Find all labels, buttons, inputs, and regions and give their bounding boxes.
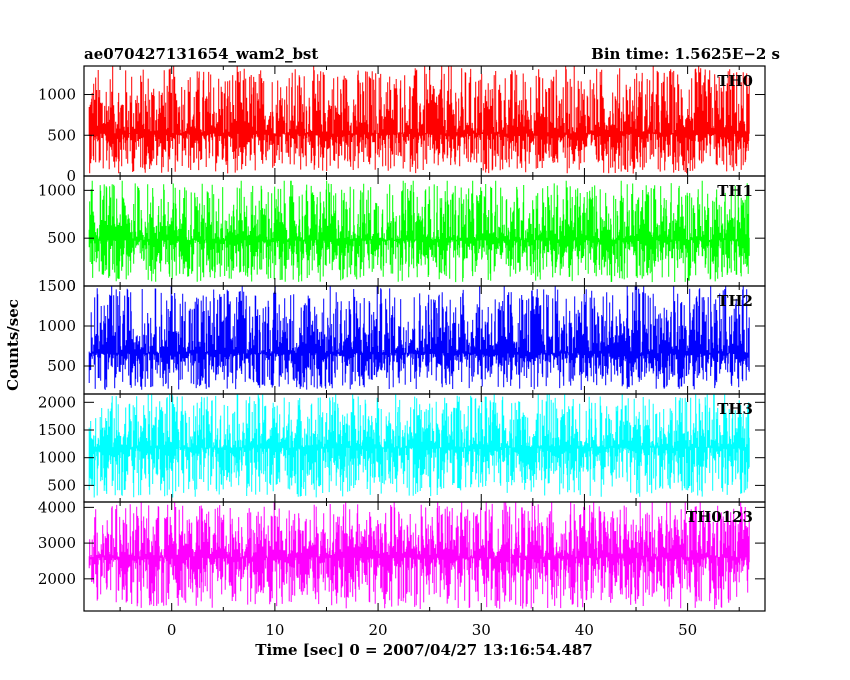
- panel-th0123: 2000 3000 4000 TH0123: [38, 498, 766, 612]
- series-th3: [88, 394, 750, 498]
- y-tick-label: 2000: [38, 570, 76, 588]
- series-th0: [88, 66, 750, 174]
- panel-th1: 0 500 1000 TH1: [38, 175, 766, 295]
- series-name: TH3: [717, 400, 753, 418]
- y-tick-label: 0: [66, 277, 76, 295]
- x-tick-label: 10: [265, 621, 284, 639]
- series-name: TH0123: [686, 508, 753, 526]
- y-tick-label: 1000: [38, 449, 76, 467]
- x-tick-label: 50: [678, 621, 697, 639]
- series-name: TH1: [717, 182, 753, 200]
- series-th2: [88, 286, 750, 390]
- series-th0123: [88, 502, 750, 610]
- y-tick-label: 500: [47, 229, 76, 247]
- y-tick-label: 3000: [38, 534, 76, 552]
- y-axis-label: Counts/sec: [4, 299, 22, 391]
- series-name: TH0: [717, 72, 753, 90]
- series-name: TH2: [717, 292, 753, 310]
- panel-th3: 500 1000 1500 2000 TH3: [38, 393, 766, 503]
- x-axis-label: Time [sec] 0 = 2007/04/27 13:16:54.487: [255, 641, 592, 659]
- y-tick-label: 500: [47, 357, 76, 375]
- panel-th2: 500 1000 1500 TH2: [38, 277, 766, 395]
- y-tick-label: 1000: [38, 181, 76, 199]
- y-tick-label: 500: [47, 476, 76, 494]
- y-tick-label: 1000: [38, 86, 76, 104]
- series-th1: [88, 180, 750, 283]
- y-tick-label: 0: [66, 167, 76, 185]
- panel-th0: 0 500 1000 TH0: [38, 65, 766, 185]
- x-tick-label: 20: [369, 621, 388, 639]
- bin-time-label: Bin time: 1.5625E−2 s: [591, 45, 780, 63]
- x-tick-label: 0: [167, 621, 177, 639]
- x-tick-label: 40: [575, 621, 594, 639]
- y-tick-label: 500: [47, 126, 76, 144]
- y-tick-label: 2000: [38, 393, 76, 411]
- y-tick-label: 1000: [38, 317, 76, 335]
- chart-title: ae070427131654_wam2_bst: [84, 45, 318, 63]
- x-tick-label: 30: [472, 621, 491, 639]
- y-tick-label: 4000: [38, 498, 76, 516]
- y-tick-label: 1500: [38, 421, 76, 439]
- panel-frame: [83, 501, 766, 612]
- y-tick-label: 1500: [38, 277, 76, 295]
